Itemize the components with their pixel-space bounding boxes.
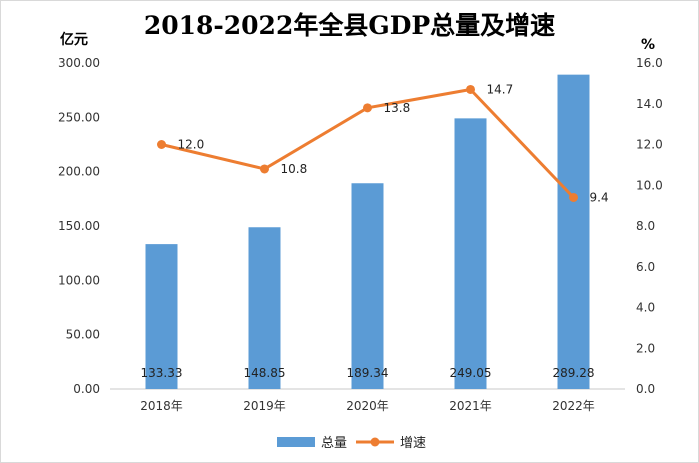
left-axis-tick-label: 250.00	[58, 110, 100, 124]
x-axis-tick-label: 2020年	[346, 399, 389, 413]
bar-value-label: 249.05	[450, 366, 492, 380]
x-axis-tick-label: 2018年	[140, 399, 183, 413]
growth-value-label: 9.4	[590, 190, 609, 204]
left-axis-tick-label: 300.00	[58, 56, 100, 70]
right-axis-tick-label: 4.0	[636, 301, 655, 315]
right-axis-tick-label: 14.0	[636, 97, 663, 111]
left-axis-unit: 亿元	[60, 31, 88, 48]
growth-point-1	[157, 140, 166, 149]
growth-point-3	[363, 103, 372, 113]
right-axis-tick-label: 0.0	[636, 382, 655, 396]
growth-point-2	[260, 164, 269, 174]
legend-label-growth: 增速	[400, 436, 426, 451]
left-axis-tick-label: 100.00	[58, 273, 100, 287]
growth-value-label: 14.7	[487, 82, 514, 96]
bar-5	[557, 74, 590, 390]
left-axis-tick-label: 200.00	[58, 165, 100, 179]
bar-value-label: 189.34	[347, 366, 389, 380]
growth-value-label: 10.8	[281, 162, 308, 176]
bar-2	[248, 227, 281, 389]
bar-4	[454, 118, 487, 390]
growth-value-label: 13.8	[384, 101, 411, 115]
x-axis-tick-label: 2022年	[552, 399, 595, 413]
bar-value-label: 289.28	[553, 366, 595, 380]
left-axis-tick-label: 50.00	[66, 328, 100, 342]
bar-1	[145, 244, 178, 389]
right-axis-tick-label: 12.0	[636, 138, 663, 152]
chart-title: 2018-2022年全县GDP总量及增速	[143, 11, 556, 40]
legend-swatch-marker	[370, 437, 380, 447]
growth-value-label: 12.0	[178, 138, 205, 152]
x-axis-tick-label: 2021年	[449, 399, 492, 413]
bar-value-label: 133.33	[141, 366, 183, 380]
growth-point-4	[466, 84, 475, 94]
left-axis-tick-label: 0.00	[73, 382, 100, 396]
right-axis-tick-label: 16.0	[636, 56, 663, 70]
bar-3	[351, 183, 384, 389]
right-axis-tick-label: 10.0	[636, 178, 663, 192]
right-axis-tick-label: 2.0	[636, 341, 655, 355]
right-axis-tick-label: 8.0	[636, 219, 655, 233]
right-axis-tick-label: 6.0	[636, 260, 655, 274]
left-axis-tick-label: 150.00	[58, 219, 100, 233]
x-axis-tick-label: 2019年	[243, 399, 286, 413]
legend-label-total: 总量	[321, 436, 347, 451]
bar-value-label: 148.85	[244, 366, 286, 380]
legend-swatch-bar	[277, 437, 315, 447]
right-axis-unit: %	[641, 37, 655, 53]
growth-point-5	[569, 192, 578, 202]
